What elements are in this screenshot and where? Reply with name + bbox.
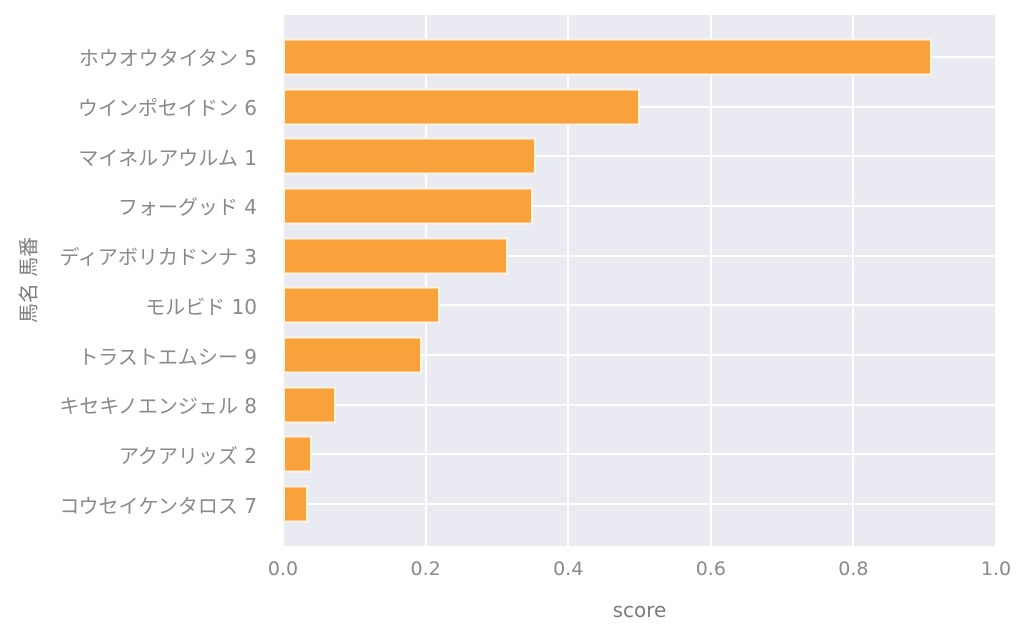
bar [283,237,508,275]
bar [283,336,423,374]
x-tick-labels: 0.0 0.2 0.4 0.6 0.8 1.0 [268,558,1011,584]
y-tick-label: フォーグッド 4 [117,195,257,220]
x-tick-label: 0.8 [838,558,869,580]
y-tick-labels: ホウオウタイタン 5 ウインポセイドン 6 マイネルアウルム 1 フォーグッド 4 ディ… [0,15,270,546]
plot-area [282,15,997,546]
bar [283,137,537,175]
bar [283,485,308,523]
bar-row [283,380,996,430]
bar [283,286,440,324]
vertical-gridline [424,15,427,546]
x-tick-label: 0.4 [553,558,584,580]
bar [283,386,337,424]
bar-row [283,131,996,181]
y-tick-label: ホウオウタイタン 5 [78,46,257,71]
vertical-gridline [282,15,284,546]
bar-row [283,330,996,380]
bar [283,435,312,473]
y-tick-label: コウセイケンタロス 7 [59,493,257,518]
vertical-gridline [567,15,570,546]
y-tick-label: トラストエムシー 9 [78,344,257,369]
y-tick-label: ディアボリカドンナ 3 [59,245,257,270]
y-tick-label: モルビド 10 [145,294,257,319]
x-tick-label: 0.2 [410,558,441,580]
y-tick-label: キセキノエンジェル 8 [59,394,257,419]
bar-row [283,231,996,281]
x-tick-label: 0.0 [267,558,299,580]
x-tick-label: 1.0 [980,558,1012,580]
bar [283,38,932,76]
bars-container [283,15,996,546]
y-tick-label: ウインポセイドン 6 [77,96,257,121]
y-tick-label: マイネルアウルム 1 [78,145,257,170]
bar-row [283,281,996,331]
bar-row [283,32,996,82]
bar [283,88,640,126]
vertical-gridline [709,15,712,546]
y-tick-label: アクアリッズ 2 [118,443,257,468]
bar-row [283,82,996,132]
bar-row [283,181,996,231]
vertical-gridline [852,15,855,546]
bar-row [283,479,996,529]
x-axis-label: score [612,598,667,622]
bar-row [283,430,996,480]
x-tick-label: 0.6 [695,558,726,580]
vertical-gridline [995,15,997,546]
bar [283,187,533,225]
